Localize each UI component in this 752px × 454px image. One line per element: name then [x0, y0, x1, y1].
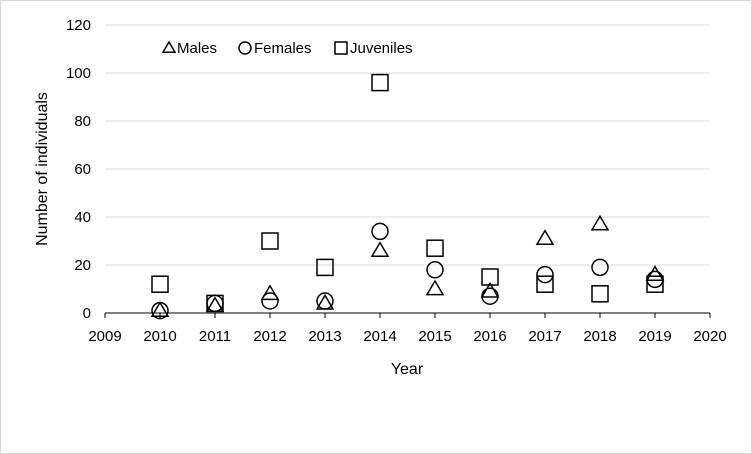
y-tick-label: 60 [74, 161, 91, 178]
legend-marker-square-icon [334, 41, 348, 55]
circle-point [316, 292, 334, 310]
square-point [591, 285, 609, 303]
square-point [481, 268, 499, 286]
circle-point [151, 301, 169, 320]
x-tick-label: 2009 [88, 328, 121, 345]
triangle-point [260, 284, 280, 301]
x-tick-label: 2016 [473, 328, 506, 345]
circle-point [371, 222, 389, 241]
x-tick-label: 2019 [638, 328, 671, 345]
data-markers [150, 73, 665, 320]
square-point [261, 232, 279, 250]
legend: Males Females Juveniles [161, 40, 413, 57]
y-tick-label: 100 [66, 65, 91, 82]
triangle-point [480, 281, 500, 298]
x-tick-label: 2017 [528, 328, 561, 345]
legend-label: Males [177, 40, 217, 57]
circle-point [646, 270, 664, 289]
circle-point [426, 261, 444, 279]
square-point [371, 73, 389, 92]
circle-point [261, 292, 279, 310]
y-tick-label: 80 [74, 113, 91, 130]
gridlines [105, 24, 710, 266]
x-tick-label: 2013 [308, 328, 341, 345]
x-tick-label: 2015 [418, 328, 451, 345]
y-tick-label: 0 [83, 305, 91, 322]
axes [104, 312, 711, 318]
tick-labels: 2009 2010 2011 2012 2013 2014 2015 2016 2017 2018… [66, 17, 727, 345]
x-tick-label: 2018 [583, 328, 616, 345]
square-point [151, 275, 169, 293]
x-tick-label: 2014 [363, 328, 396, 345]
legend-marker-circle-icon [238, 41, 252, 55]
x-tick-label: 2012 [253, 328, 286, 345]
circle-point [536, 265, 554, 284]
triangle-point [590, 214, 610, 231]
triangle-point [370, 241, 390, 257]
triangle-point [645, 265, 665, 281]
legend-label: Females [254, 40, 312, 57]
triangle-point [425, 279, 445, 296]
square-point [206, 294, 224, 313]
y-axis-title: Number of individuals [34, 92, 51, 246]
triangle-point [535, 229, 555, 245]
y-tick-label: 20 [74, 257, 91, 274]
square-point [646, 275, 664, 293]
circle-point [481, 287, 499, 305]
legend-marker-triangle-icon [161, 40, 177, 53]
x-axis-title: Year [391, 361, 424, 378]
x-tick-label: 2010 [143, 328, 176, 345]
x-tick-label: 2011 [199, 328, 231, 345]
square-point [426, 239, 444, 257]
x-tick-label: 2020 [693, 328, 726, 345]
triangle-point [150, 301, 170, 317]
square-point [536, 275, 554, 293]
y-tick-label: 120 [66, 17, 91, 34]
legend-label: Juveniles [350, 40, 413, 57]
y-tick-label: 40 [74, 209, 91, 226]
square-point [316, 258, 334, 277]
circle-point [591, 258, 609, 277]
